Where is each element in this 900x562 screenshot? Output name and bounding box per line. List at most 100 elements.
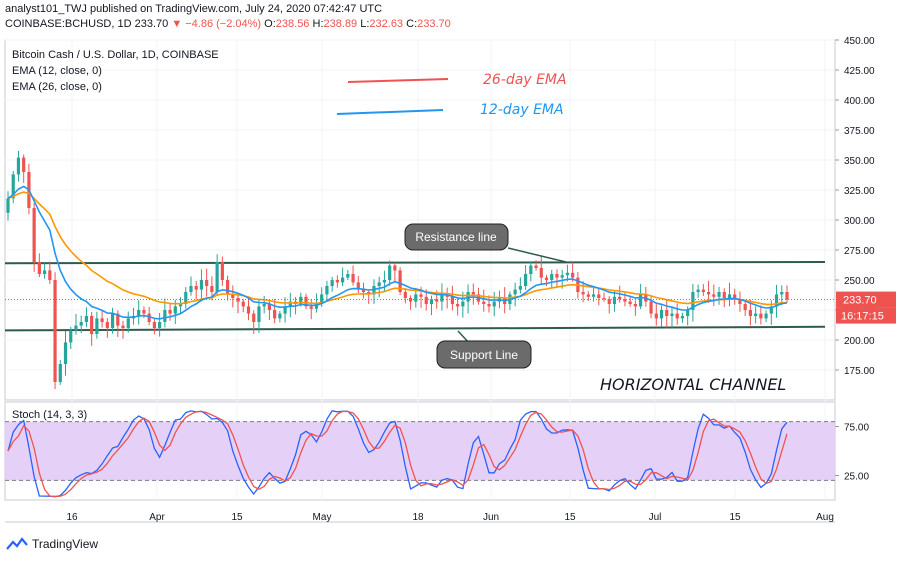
candle-body	[16, 157, 21, 175]
candle-body	[534, 265, 538, 268]
candle-body	[314, 304, 319, 309]
candle-body	[607, 299, 611, 304]
candle-body	[22, 157, 26, 172]
brand-name: TradingView	[32, 537, 99, 551]
price-tick-label: 375.00	[844, 126, 875, 137]
ema26-note-line	[347, 78, 449, 83]
candle-body	[670, 313, 674, 316]
candle-body	[529, 265, 533, 274]
channel-label: HORIZONTAL CHANNEL	[600, 375, 786, 394]
candle-body	[42, 270, 47, 274]
candle-body	[748, 310, 753, 316]
candle-body	[717, 292, 721, 297]
ema26-line	[7, 191, 788, 306]
open-label: O:	[264, 18, 276, 30]
time-tick-label: 15	[231, 512, 243, 523]
stoch-d-line	[7, 410, 788, 497]
candle-body	[602, 298, 606, 300]
candle-body	[571, 272, 575, 278]
candle-body	[241, 301, 245, 307]
candle-body	[6, 198, 10, 213]
candles	[6, 150, 789, 390]
price-axis[interactable]: 175.00200.00225.00250.00275.00300.00325.…	[835, 36, 875, 377]
candle-body	[612, 296, 617, 304]
candle-body	[393, 265, 397, 271]
symbol-label: COINBASE:BCHUSD, 1D	[5, 18, 132, 30]
candle-body	[675, 313, 679, 319]
candle-body	[142, 310, 146, 314]
publish-line: analyst101_TWJ published on TradingView.…	[5, 3, 383, 15]
candle-body	[252, 313, 256, 322]
candle-body	[361, 289, 366, 292]
candle-body	[727, 294, 732, 298]
footer-brand[interactable]: TradingView	[6, 537, 98, 551]
candle-body	[461, 301, 465, 307]
candle-body	[712, 294, 716, 297]
candle-body	[163, 310, 167, 322]
candle-body	[184, 292, 188, 304]
ema12-line	[7, 185, 788, 320]
candle-body	[37, 262, 41, 274]
publish-header: analyst101_TWJ published on TradingView.…	[5, 2, 451, 32]
candle-body	[518, 286, 522, 290]
candle-body	[382, 280, 387, 283]
candle-body	[665, 310, 669, 316]
candle-body	[680, 316, 685, 319]
candle-body	[722, 292, 726, 298]
time-tick-label: 16	[66, 512, 78, 523]
candle-body	[74, 325, 78, 331]
candle-body	[152, 322, 156, 328]
candle-body	[544, 277, 549, 280]
high-value: 238.89	[323, 18, 358, 30]
time-tick-label: Jul	[649, 512, 662, 523]
time-axis[interactable]: 16 Apr 15 May 18 Jun 15 Jul 15 Aug	[66, 512, 833, 523]
ema12-legend[interactable]: EMA (12, close, 0)	[12, 65, 102, 77]
candle-body	[450, 296, 454, 304]
price-tick-label: 350.00	[844, 156, 875, 167]
candle-body	[320, 294, 324, 304]
candle-body	[116, 313, 120, 326]
time-tick-label: 15	[564, 512, 576, 523]
time-tick-label: 18	[412, 512, 424, 523]
support-label: Support Line	[450, 348, 518, 362]
stoch-label[interactable]: Stoch (14, 3, 3)	[12, 409, 87, 421]
candle-body	[591, 294, 596, 297]
candle-body	[764, 313, 768, 319]
stoch-k-line	[7, 410, 788, 498]
countdown-tag	[836, 307, 896, 324]
candle-body	[581, 292, 585, 295]
tradingview-logo-icon	[6, 537, 28, 550]
candle-body	[419, 294, 423, 297]
candle-body	[618, 296, 622, 300]
candle-body	[492, 301, 496, 307]
ema26-note: 26-day EMA	[483, 72, 567, 88]
candle-body	[330, 280, 334, 286]
countdown-tag-label: 16:17:15	[841, 311, 884, 323]
last-price-tag-label: 233.70	[843, 295, 877, 307]
candle-body	[110, 313, 115, 328]
chart-title: Bitcoin Cash / U.S. Dollar, 1D, COINBASE	[12, 49, 219, 61]
candle-body	[105, 322, 109, 328]
candle-body	[273, 310, 277, 319]
candle-body	[414, 294, 418, 302]
candle-body	[147, 313, 151, 322]
candle-body	[288, 301, 292, 307]
candle-body	[565, 272, 570, 276]
candle-body	[11, 174, 15, 199]
candle-body	[199, 280, 204, 290]
candle-body	[341, 277, 345, 283]
candle-body	[733, 294, 737, 300]
stoch-axis[interactable]: 25.00 75.00	[835, 423, 869, 483]
candle-body	[435, 299, 439, 302]
support-callout: Support Line	[436, 330, 532, 369]
candle-body	[32, 208, 36, 262]
ema26-legend[interactable]: EMA (26, close, 0)	[12, 81, 102, 93]
candle-body	[388, 265, 392, 280]
resistance-callout: Resistance line	[404, 223, 567, 263]
stoch-lines	[7, 410, 788, 498]
time-tick-label: Jun	[483, 512, 499, 523]
candle-body	[246, 306, 251, 314]
candle-body	[84, 316, 89, 322]
candle-body	[121, 325, 125, 328]
